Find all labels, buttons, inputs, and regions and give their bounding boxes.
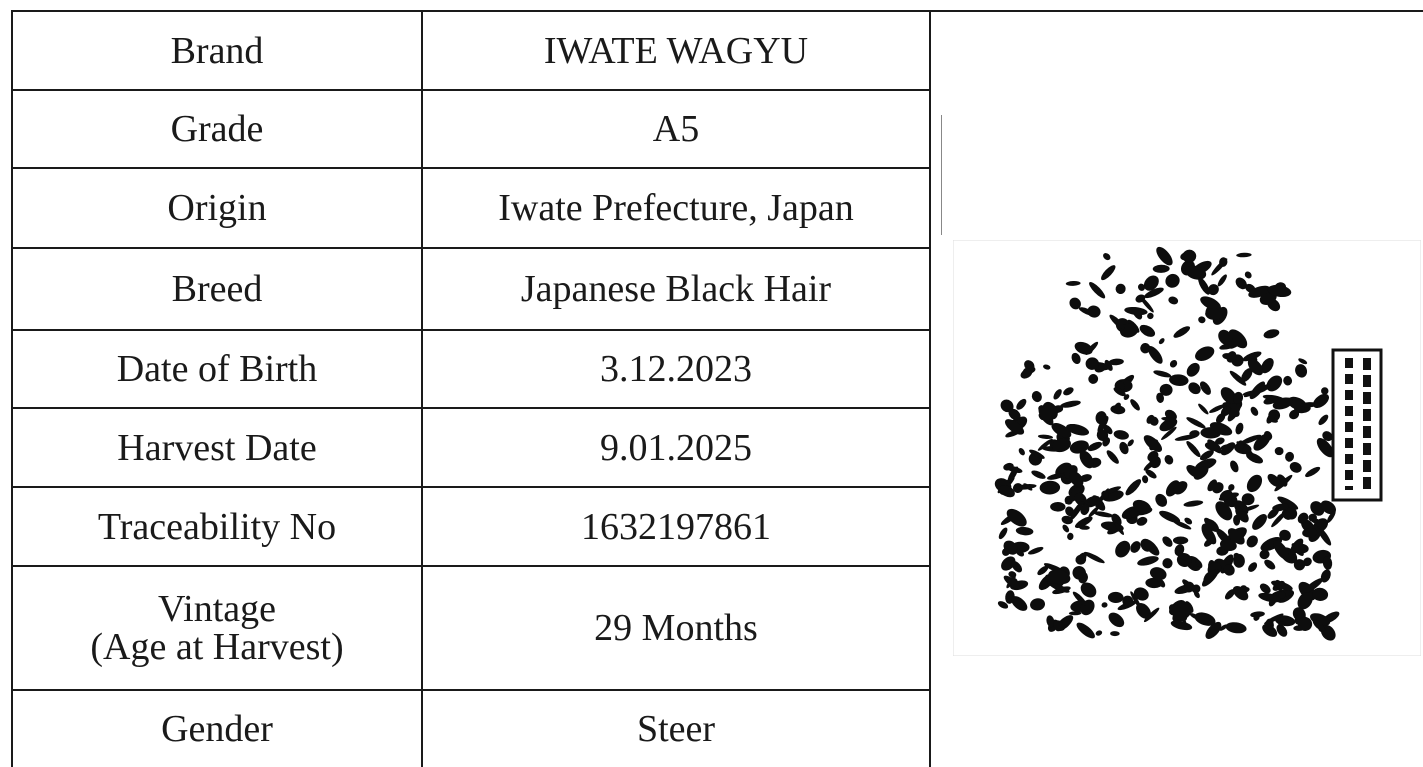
row-border (12, 565, 930, 567)
column-border (11, 10, 13, 767)
row-label: Gender (161, 707, 273, 750)
column-border (421, 10, 423, 767)
row-value: IWATE WAGYU (543, 29, 809, 72)
row-border (12, 167, 930, 169)
row-value: 9.01.2025 (600, 426, 752, 469)
row-value: A5 (652, 108, 700, 150)
row-value: Steer (636, 707, 716, 750)
row-value: 1632197861 (581, 505, 771, 548)
row-value: 3.12.2023 (600, 348, 752, 390)
marbling-print (953, 240, 1421, 656)
row-label: Date of Birth (116, 348, 318, 390)
row-label: Harvest Date (117, 426, 317, 469)
row-value: 29 Months (594, 607, 758, 649)
row-value: Japanese Black Hair (520, 268, 832, 310)
row-label: Grade (170, 108, 264, 150)
image-edge (941, 115, 942, 235)
column-border (929, 10, 931, 767)
row-value: Iwate Prefecture, Japan (498, 187, 854, 229)
row-border (12, 486, 930, 488)
row-border (12, 247, 930, 249)
row-label: Origin (167, 187, 267, 229)
table-border (12, 10, 1423, 12)
row-label: Breed (171, 268, 263, 310)
row-label: Brand (170, 29, 264, 72)
row-border (12, 89, 930, 91)
row-border (12, 329, 930, 331)
row-label: Vintage (Age at Harvest) (90, 588, 344, 668)
row-border (12, 407, 930, 409)
row-label: Traceability No (97, 505, 337, 548)
row-border (12, 689, 930, 691)
